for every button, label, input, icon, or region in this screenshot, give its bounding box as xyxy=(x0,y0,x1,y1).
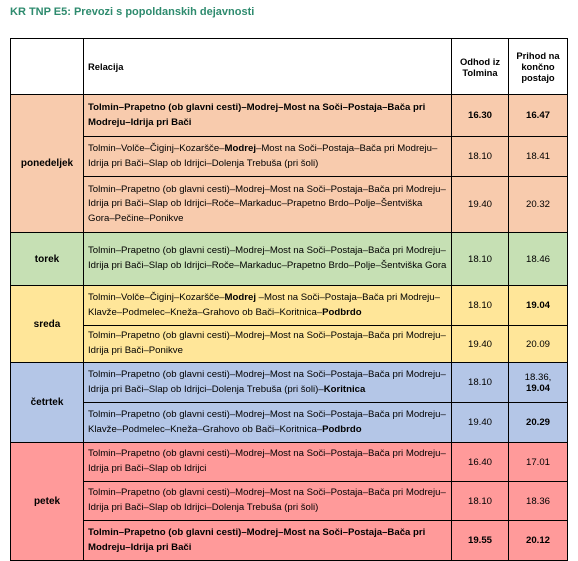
departure-cell: 18.10 xyxy=(451,362,509,403)
route-cell: Tolmin–Prapetno (ob glavni cesti)–Modrej… xyxy=(83,94,452,137)
schedule-table: Relacija Odhod iz Tolmina Prihod na konč… xyxy=(10,38,568,561)
header-odhod: Odhod iz Tolmina xyxy=(451,38,509,95)
page-title: KR TNP E5: Prevozi s popoldanskih dejavn… xyxy=(10,6,255,18)
table-row: četrtek Tolmin–Prapetno (ob glavni cesti… xyxy=(10,362,568,443)
arrival-cell: 17.01 xyxy=(508,442,568,482)
table-row: Tolmin–Prapetno (ob glavni cesti)–Modrej… xyxy=(10,481,568,521)
departure-cell: 18.10 xyxy=(451,232,509,286)
table-row: Tolmin–Prapetno (ob glavni cesti)–Modrej… xyxy=(10,176,568,233)
arrival-cell: 18.36, 19.04 xyxy=(508,362,568,403)
route-cell: Tolmin–Volče–Čiginj–Kozaršče–Modrej –Mos… xyxy=(83,285,452,326)
day-ponedeljek: ponedeljek xyxy=(10,94,84,233)
departure-cell: 16.30 xyxy=(451,94,509,137)
route-cell: Tolmin–Prapetno (ob glavni cesti)–Modrej… xyxy=(83,176,452,233)
departure-cell: 18.10 xyxy=(451,481,509,521)
route-cell: Tolmin–Volče–Čiginj–Kozaršče–Modrej–Most… xyxy=(83,136,452,177)
route-text: Tolmin–Prapetno (ob glavni cesti)–Modrej… xyxy=(88,368,446,395)
departure-cell: 19.40 xyxy=(451,325,509,363)
route-text: Tolmin–Volče–Čiginj–Kozaršče– xyxy=(88,142,225,154)
route-text-bold: Podbrdo xyxy=(322,423,362,435)
route-text-bold: Modrej xyxy=(224,291,256,303)
arrival-cell: 16.47 xyxy=(508,94,568,137)
route-text-bold: Podbrdo xyxy=(322,306,362,318)
table-row: petek Tolmin–Prapetno (ob glavni cesti)–… xyxy=(10,442,568,561)
arrival-cell: 18.46 xyxy=(508,232,568,286)
arrival-cell: 20.32 xyxy=(508,176,568,233)
route-cell: Tolmin–Prapetno (ob glavni cesti)–Modrej… xyxy=(83,232,452,286)
departure-cell: 18.10 xyxy=(451,136,509,177)
departure-cell: 16.40 xyxy=(451,442,509,482)
arrival-cell: 19.04 xyxy=(508,285,568,326)
departure-cell: 19.55 xyxy=(451,520,509,561)
arrival-cell: 20.29 xyxy=(508,402,568,443)
table-row: Tolmin–Prapetno (ob glavni cesti)–Modrej… xyxy=(10,520,568,561)
header-row: Relacija Odhod iz Tolmina Prihod na konč… xyxy=(10,38,568,95)
arrival-cell: 20.12 xyxy=(508,520,568,561)
route-text-bold: Koritnica xyxy=(323,383,366,395)
arrival-text: 18.36, xyxy=(524,371,552,383)
departure-cell: 19.40 xyxy=(451,402,509,443)
table-row: sreda Tolmin–Volče–Čiginj–Kozaršče–Modre… xyxy=(10,285,568,363)
arrival-cell: 18.36 xyxy=(508,481,568,521)
route-text: Tolmin–Prapetno (ob glavni cesti)–Modrej… xyxy=(88,408,446,435)
header-day xyxy=(10,38,84,95)
day-sreda: sreda xyxy=(10,285,84,363)
route-cell: Tolmin–Prapetno (ob glavni cesti)–Modrej… xyxy=(83,402,452,443)
departure-cell: 19.40 xyxy=(451,176,509,233)
route-text-bold: Modrej xyxy=(224,142,256,154)
route-cell: Tolmin–Prapetno (ob glavni cesti)–Modrej… xyxy=(83,481,452,521)
table-row: Tolmin–Prapetno (ob glavni cesti)–Modrej… xyxy=(10,402,568,443)
route-cell: Tolmin–Prapetno (ob glavni cesti)–Modrej… xyxy=(83,520,452,561)
table-row: Tolmin–Volče–Čiginj–Kozaršče–Modrej–Most… xyxy=(10,136,568,177)
table-row: Tolmin–Prapetno (ob glavni cesti)–Modrej… xyxy=(10,325,568,363)
departure-cell: 18.10 xyxy=(451,285,509,326)
table-row: ponedeljek Tolmin–Prapetno (ob glavni ce… xyxy=(10,94,568,233)
day-petek: petek xyxy=(10,442,84,561)
route-cell: Tolmin–Prapetno (ob glavni cesti)–Modrej… xyxy=(83,325,452,363)
day-cetrtek: četrtek xyxy=(10,362,84,443)
header-prihod: Prihod na končno postajo xyxy=(508,38,568,95)
header-relacija: Relacija xyxy=(83,38,452,95)
route-cell: Tolmin–Prapetno (ob glavni cesti)–Modrej… xyxy=(83,362,452,403)
route-text: –Most na Soči–Postaja–Bača pri Modreju–K… xyxy=(88,291,440,318)
route-text: –Most na Soči–Postaja–Bača pri Modreju–I… xyxy=(88,142,438,169)
day-torek: torek xyxy=(10,232,84,286)
arrival-text-bold: 19.04 xyxy=(525,382,550,394)
arrival-cell: 20.09 xyxy=(508,325,568,363)
route-text: Tolmin–Volče–Čiginj–Kozaršče– xyxy=(88,291,225,303)
route-cell: Tolmin–Prapetno (ob glavni cesti)–Modrej… xyxy=(83,442,452,482)
arrival-cell: 18.41 xyxy=(508,136,568,177)
table-row: torek Tolmin–Prapetno (ob glavni cesti)–… xyxy=(10,232,568,286)
